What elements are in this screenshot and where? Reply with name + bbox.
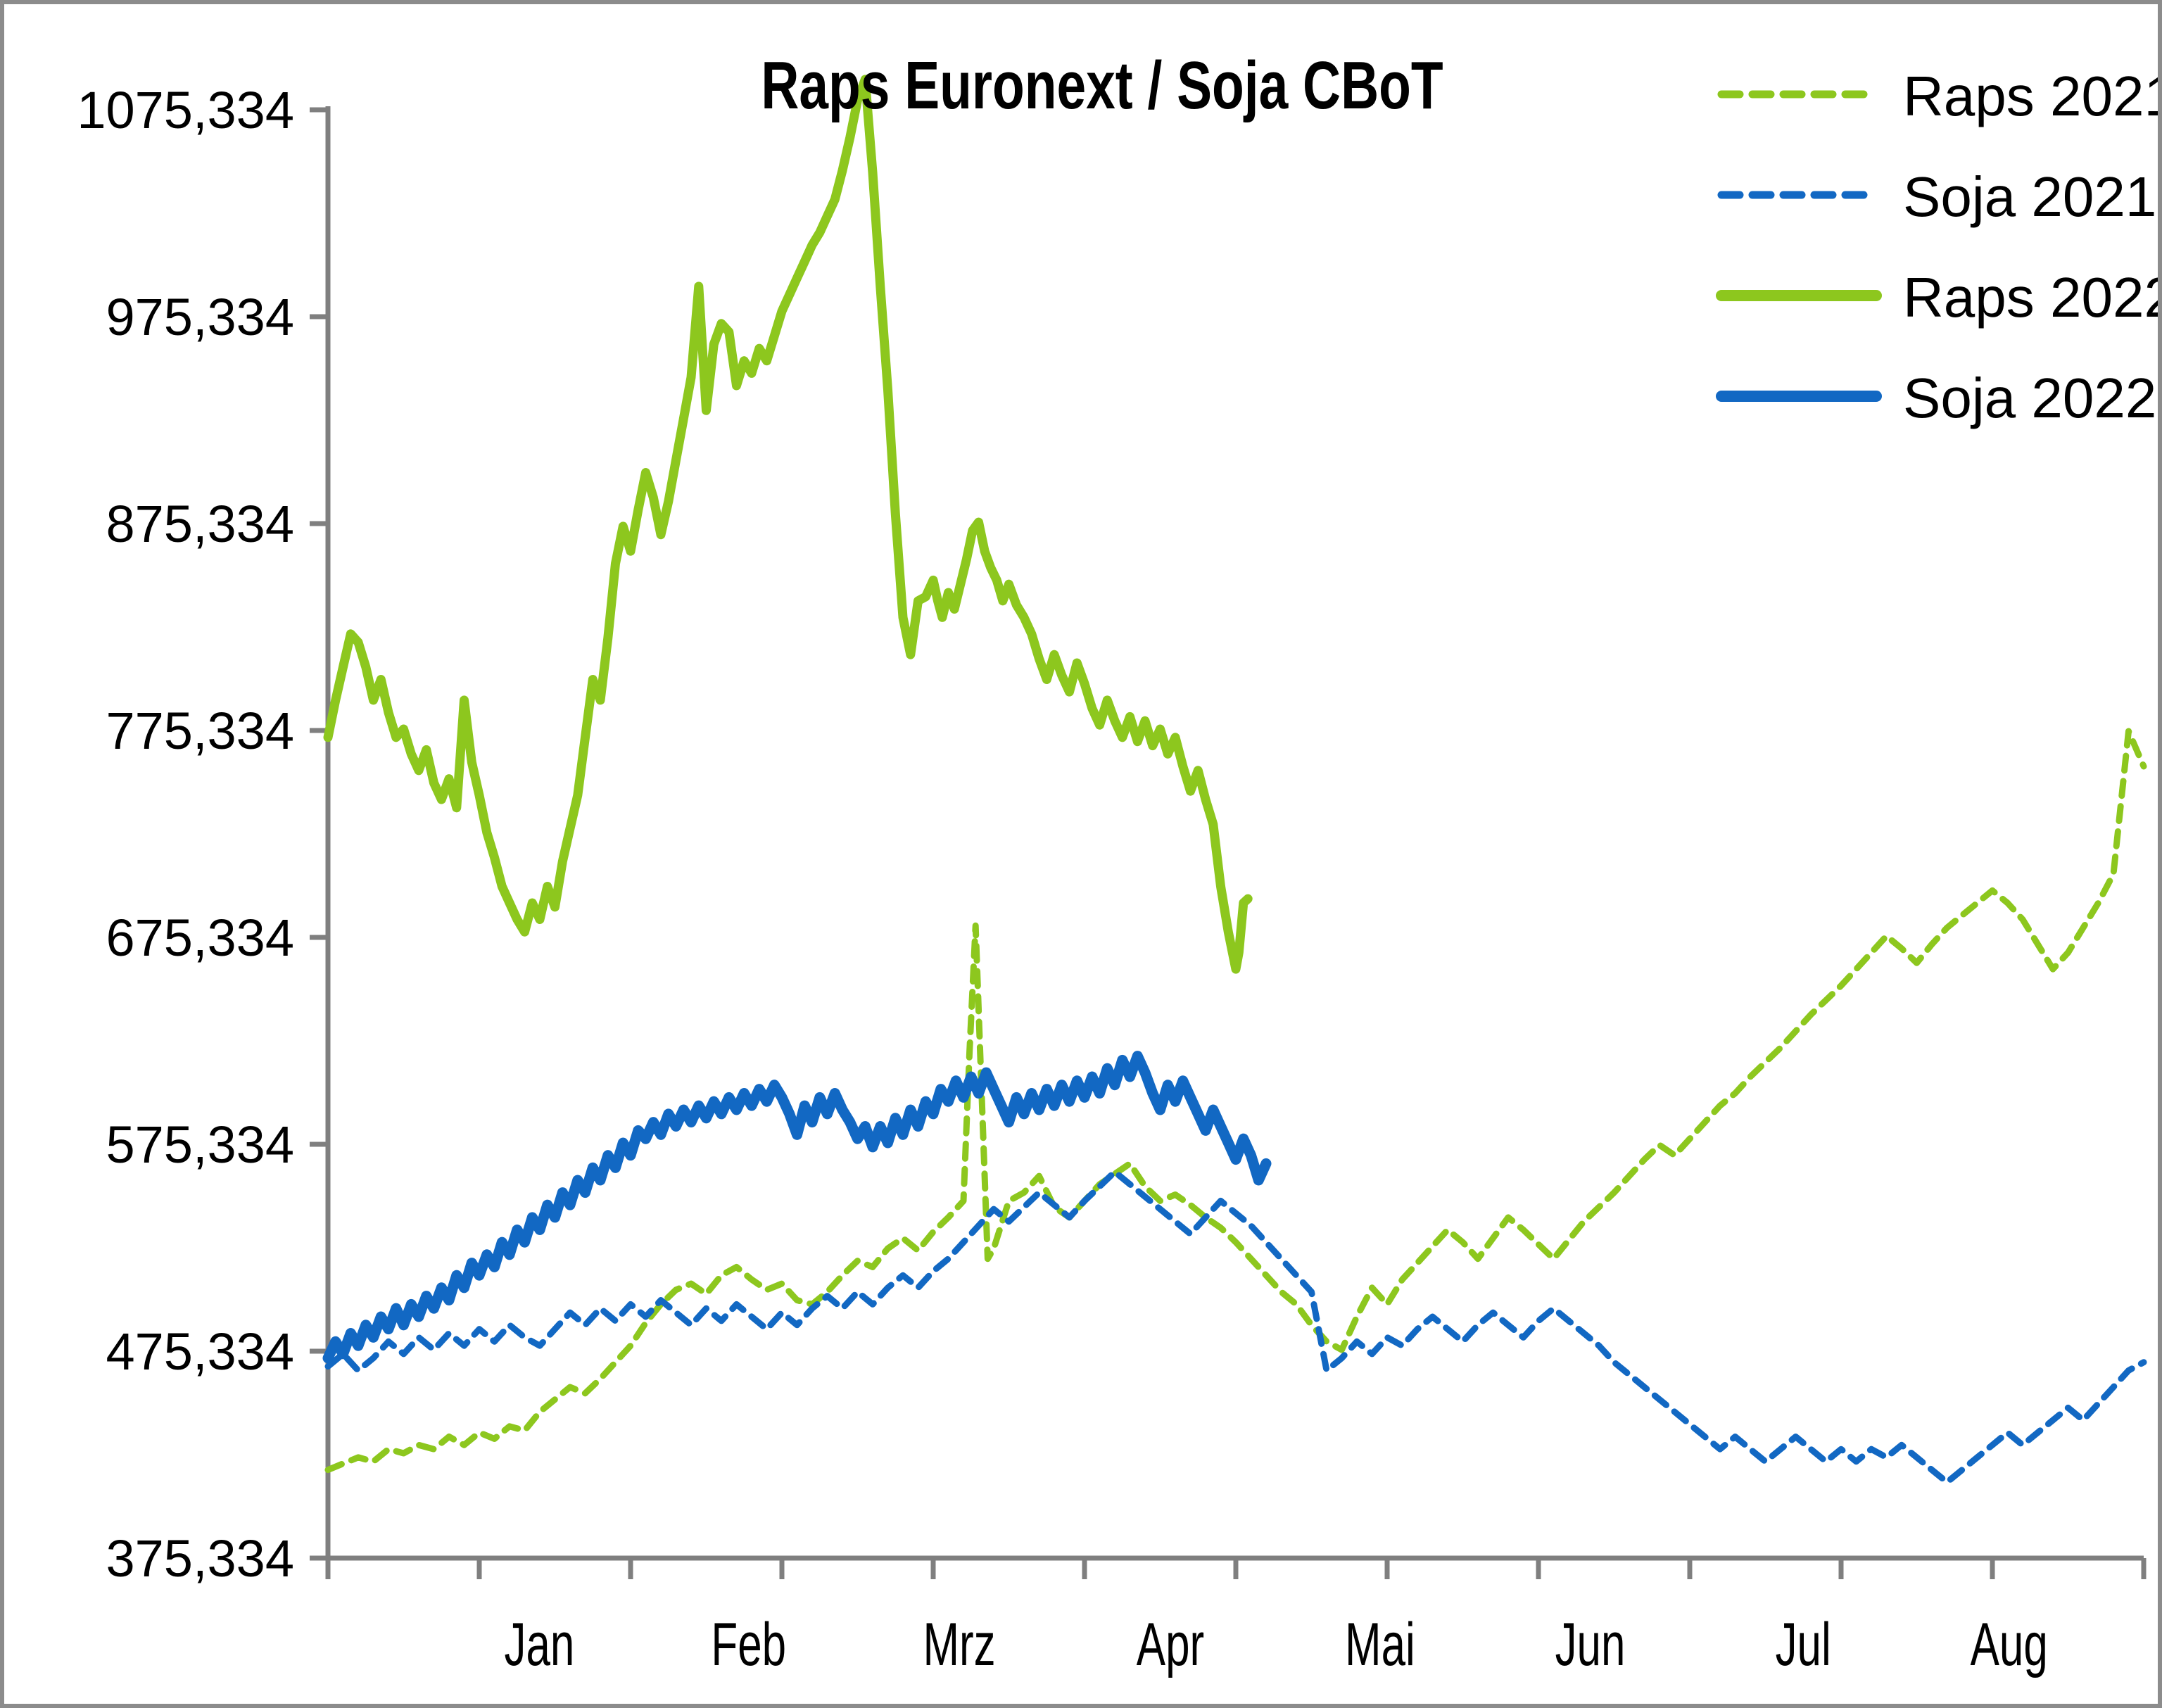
y-tick-label: 1075,334 — [77, 81, 294, 139]
x-tick-label: Apr — [1137, 1610, 1204, 1678]
chart-title: Raps Euronext / Soja CBoT — [761, 48, 1443, 123]
x-tick-label: Jan — [505, 1610, 575, 1678]
legend-label-raps-2021: Raps 2021 — [1903, 65, 2162, 127]
y-tick-label: 375,334 — [106, 1529, 295, 1588]
series-line-soja-2022 — [322, 1051, 1272, 1364]
legend-label-soja-2022: Soja 2022 — [1903, 367, 2156, 429]
x-tick-label: Jul — [1776, 1610, 1831, 1678]
series-line-soja-2021 — [324, 1168, 2147, 1486]
x-tick-label: Mai — [1345, 1610, 1415, 1678]
x-tick-label: Feb — [711, 1610, 786, 1678]
x-tick-label: Jun — [1555, 1610, 1626, 1678]
legend-label-raps-2022: Raps 2022 — [1903, 266, 2162, 329]
series-line-raps-2021 — [324, 728, 2147, 1474]
y-tick-label: 575,334 — [106, 1115, 295, 1174]
y-tick-label: 775,334 — [106, 702, 295, 760]
x-tick-label: Mrz — [923, 1610, 995, 1678]
legend-label-soja-2021: Soja 2021 — [1903, 165, 2156, 228]
series-line-raps-2022 — [323, 75, 1253, 974]
y-tick-label: 675,334 — [106, 909, 295, 967]
line-chart: 1075,334 975,334 875,334 775,334 675,334 575,… — [77, 48, 2162, 1678]
y-tick-label: 475,334 — [106, 1322, 295, 1381]
chart-canvas: 1075,334 975,334 875,334 775,334 675,334 575,… — [4, 4, 2158, 1704]
y-tick-label: 875,334 — [106, 495, 295, 553]
y-tick-label: 975,334 — [106, 288, 295, 346]
x-tick-label: Aug — [1971, 1610, 2048, 1678]
